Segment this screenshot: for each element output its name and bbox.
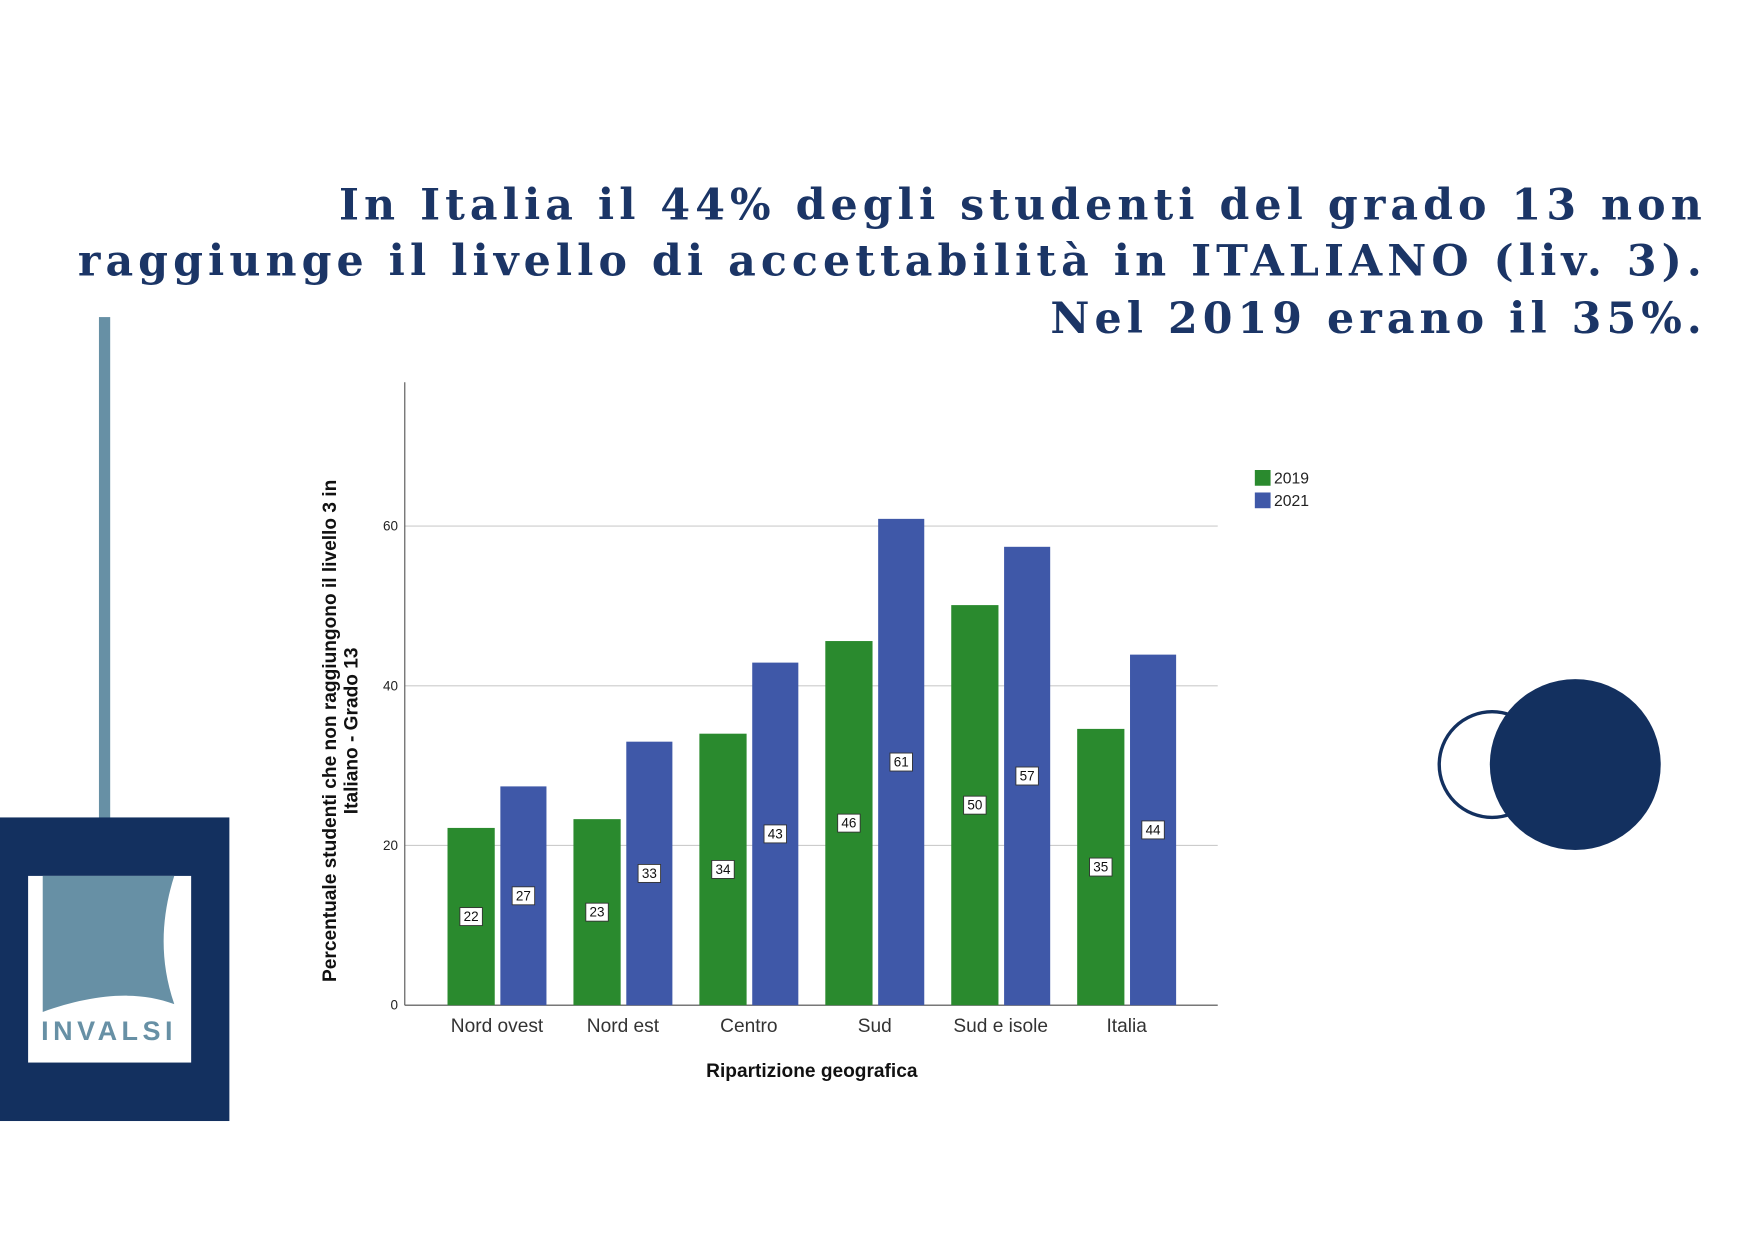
value-label: 34 bbox=[715, 862, 730, 877]
legend-swatch bbox=[1254, 469, 1271, 486]
legend-swatch bbox=[1254, 492, 1271, 509]
decor-bar bbox=[98, 317, 111, 880]
title-line: Nel 2019 erano il 35%. bbox=[1050, 294, 1706, 344]
value-label: 50 bbox=[967, 798, 982, 813]
value-label-box bbox=[459, 907, 483, 927]
y-tick-label: 0 bbox=[391, 998, 399, 1013]
value-label-box bbox=[963, 795, 987, 815]
y-axis-title: Percentuale studenti che non raggiungono… bbox=[320, 480, 341, 982]
title-line: In Italia il 44% degli studenti del grad… bbox=[339, 180, 1707, 230]
canvas: INVALSI In Italia il 44% degli studenti … bbox=[0, 180, 1707, 1122]
x-tick-label: Sud bbox=[858, 1016, 892, 1037]
decor-circle bbox=[1489, 679, 1661, 851]
value-label: 57 bbox=[1020, 769, 1035, 784]
value-label-box bbox=[1015, 766, 1039, 786]
value-label-box bbox=[763, 824, 787, 844]
value-label: 35 bbox=[1093, 860, 1108, 875]
value-label-box bbox=[837, 813, 861, 833]
x-tick-label: Sud e isole bbox=[953, 1016, 1048, 1037]
value-label-box bbox=[889, 752, 913, 772]
x-axis-title: Ripartizione geografica bbox=[706, 1061, 918, 1082]
x-tick-label: Centro bbox=[720, 1016, 777, 1037]
value-label-box bbox=[637, 863, 662, 883]
logo-text: INVALSI bbox=[41, 1016, 177, 1046]
x-tick-label: Nord est bbox=[587, 1016, 660, 1037]
title-line: raggiunge il livello di accettabilità in… bbox=[78, 236, 1707, 286]
value-label-box bbox=[585, 902, 609, 922]
value-label: 43 bbox=[768, 826, 783, 841]
x-tick-label: Italia bbox=[1106, 1016, 1147, 1037]
y-tick-label: 40 bbox=[383, 678, 398, 693]
y-axis-title: Italiano - Grado 13 bbox=[342, 648, 363, 815]
x-tick-label: Nord ovest bbox=[451, 1016, 544, 1037]
y-tick-label: 20 bbox=[383, 838, 398, 853]
y-tick-label: 60 bbox=[383, 519, 398, 534]
value-label-box bbox=[1089, 857, 1113, 877]
value-label: 33 bbox=[642, 866, 657, 881]
value-label-box bbox=[511, 886, 536, 906]
value-label-box bbox=[711, 860, 735, 879]
value-label: 61 bbox=[894, 755, 909, 770]
value-label: 23 bbox=[590, 905, 605, 920]
legend-label: 2019 bbox=[1274, 470, 1309, 487]
value-label: 22 bbox=[464, 909, 479, 924]
value-label: 44 bbox=[1146, 822, 1161, 837]
logo-shape bbox=[42, 875, 175, 1012]
legend-label: 2021 bbox=[1274, 493, 1309, 510]
value-label: 46 bbox=[841, 816, 856, 831]
value-label: 27 bbox=[516, 888, 531, 903]
value-label-box bbox=[1141, 820, 1165, 840]
